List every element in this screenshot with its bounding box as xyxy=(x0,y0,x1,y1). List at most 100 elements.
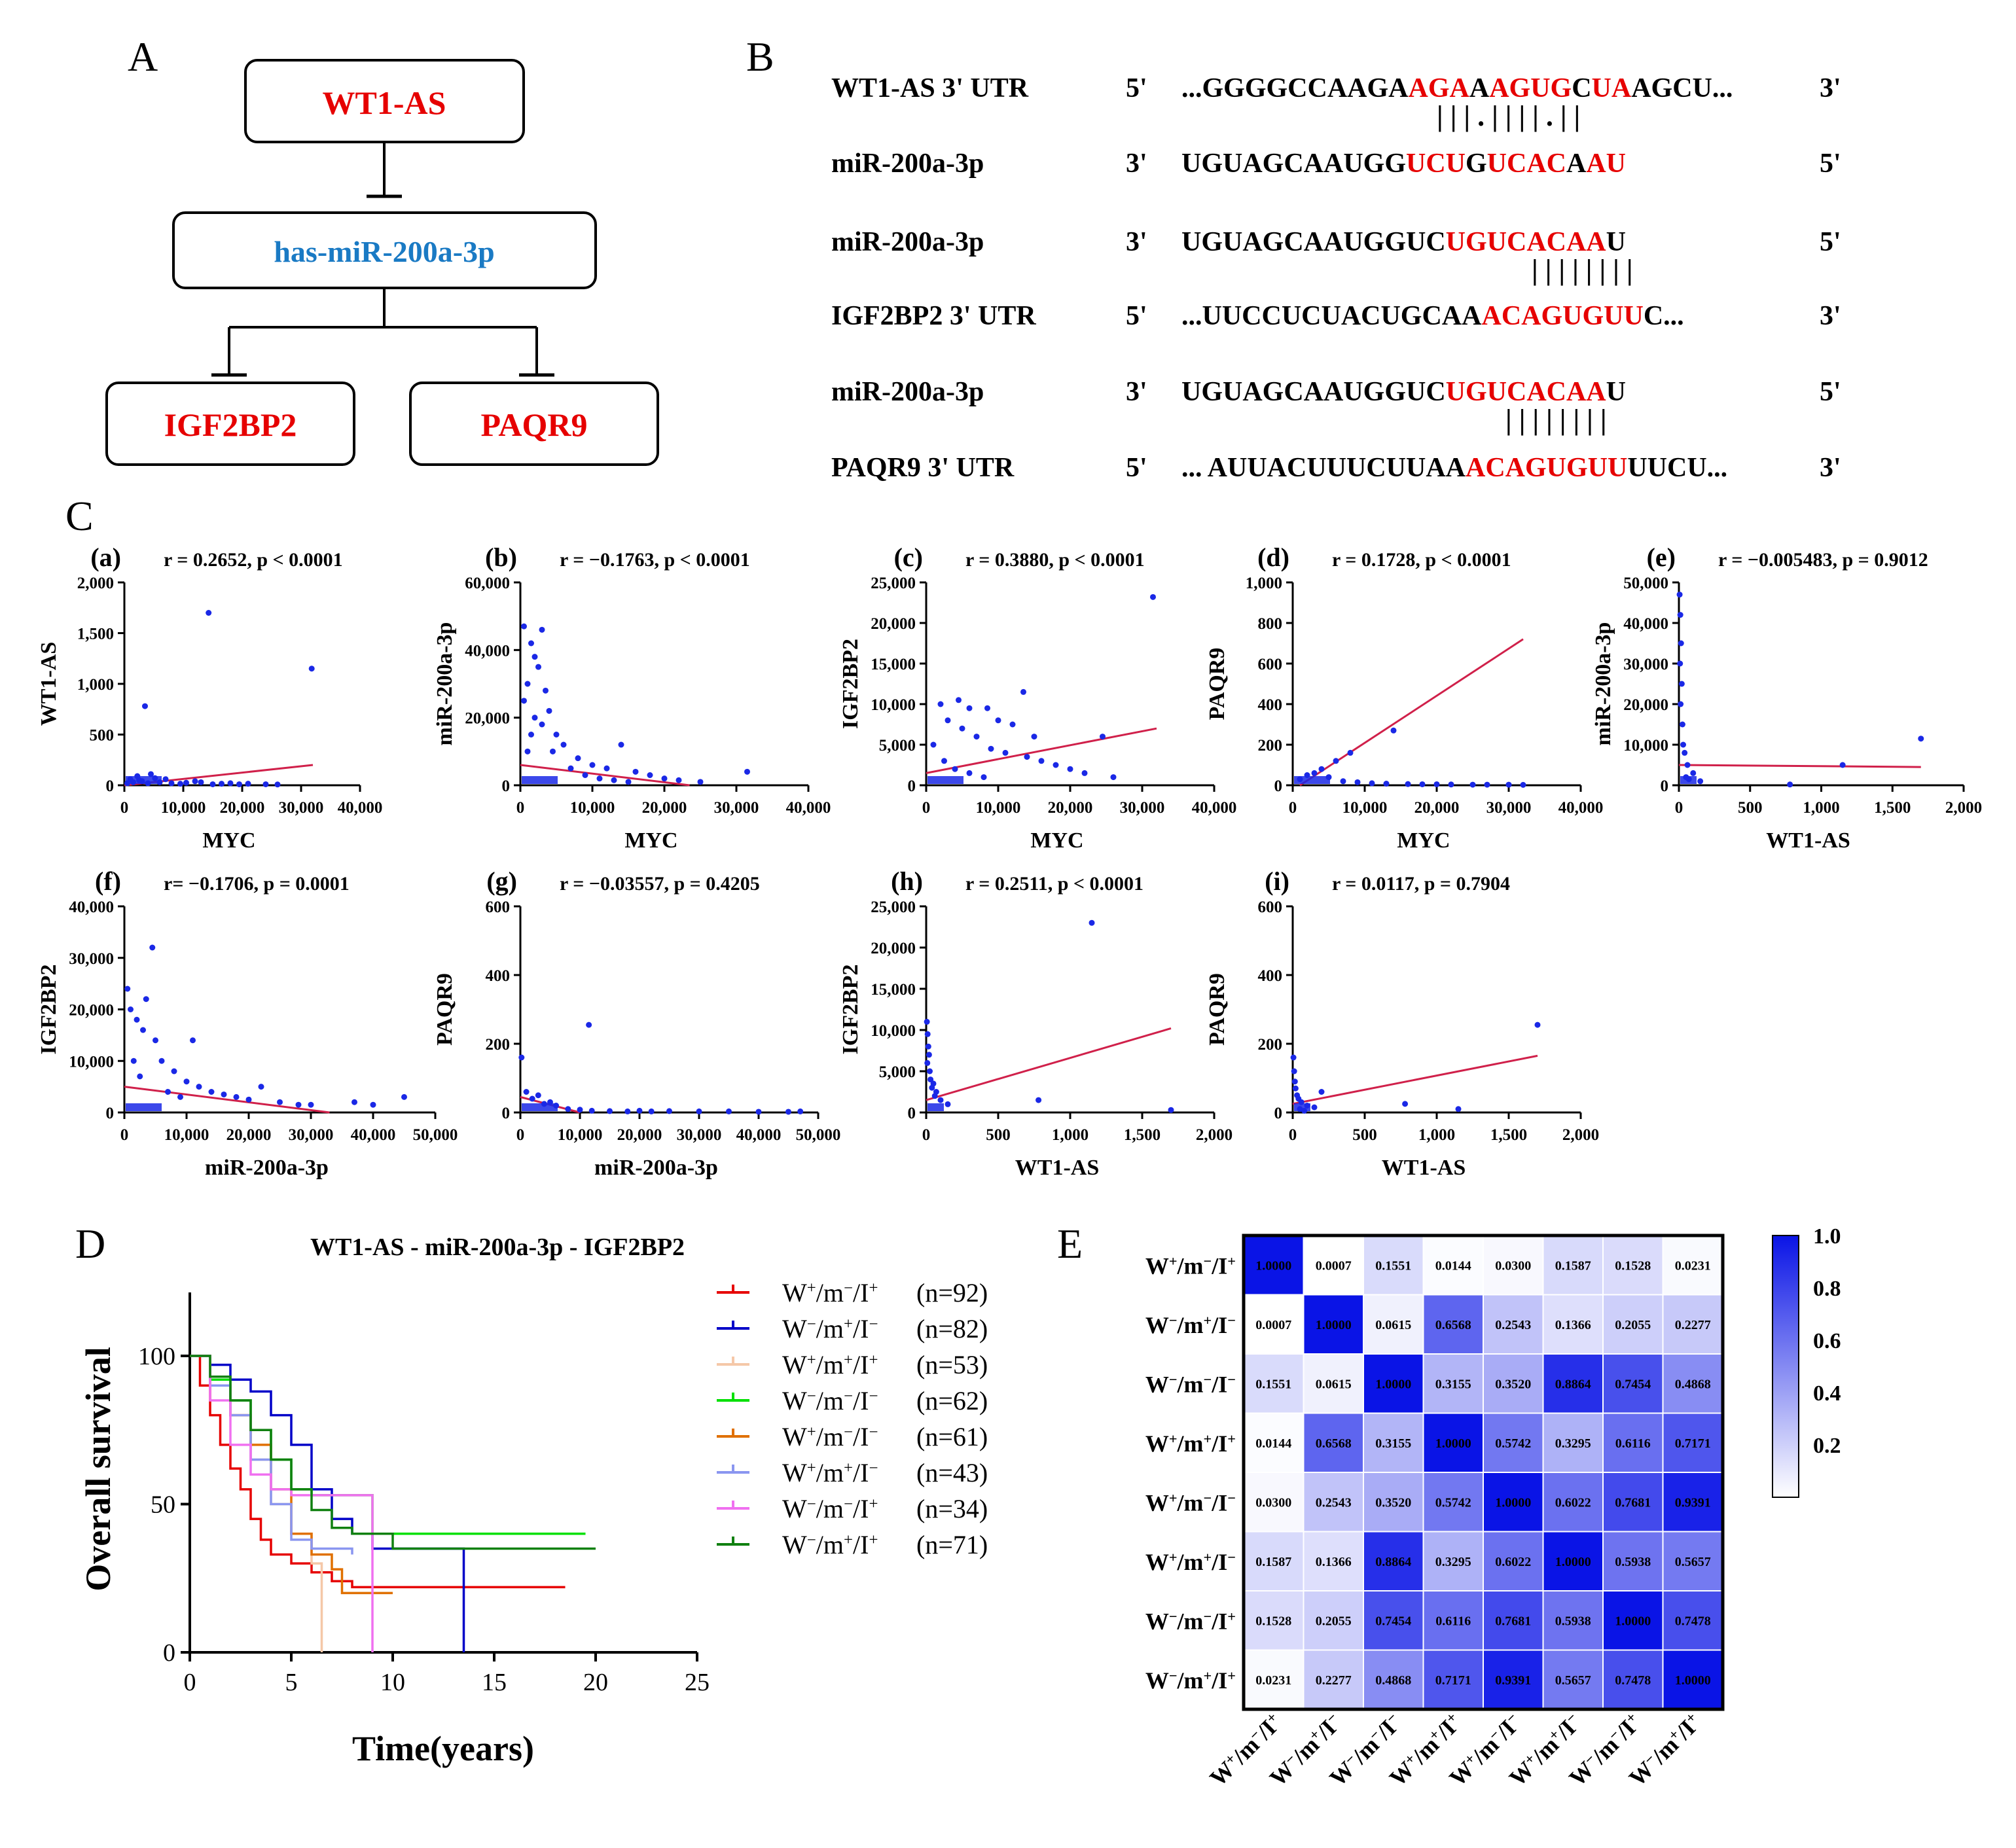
regression-line xyxy=(926,1027,1172,1101)
y-tick-label: 40,000 xyxy=(465,642,510,660)
scatter-point xyxy=(308,666,315,672)
x-axis-label: Time(years) xyxy=(352,1729,534,1768)
heatmap-cell-value: 0.7478 xyxy=(1675,1614,1711,1628)
x-tick-label: 2,000 xyxy=(1562,1126,1599,1144)
point-cluster xyxy=(522,776,558,784)
scatter-point xyxy=(952,766,958,772)
panel-letter-a: A xyxy=(128,33,158,80)
x-tick-label: 0 xyxy=(922,1126,931,1144)
scatter-point xyxy=(930,741,937,748)
point-cluster xyxy=(126,1103,162,1111)
heatmap-cell-value: 0.9391 xyxy=(1675,1495,1711,1510)
heatmap-cell-value: 0.1366 xyxy=(1555,1318,1591,1332)
y-tick-label: 20,000 xyxy=(465,710,510,728)
heatmap-cell xyxy=(1243,1412,1305,1473)
scatter-point xyxy=(1685,776,1692,783)
heatmap-cell-value: 0.0300 xyxy=(1495,1258,1531,1273)
sequence-segment: C xyxy=(1572,73,1591,103)
scatter-point xyxy=(528,732,534,737)
scatter-point xyxy=(236,781,242,787)
heatmap-cell xyxy=(1662,1649,1723,1710)
correlation-stat: r = 0.2511, p < 0.0001 xyxy=(965,873,1143,895)
scatter-point xyxy=(785,1109,791,1115)
base-pair-match: | | | | | | | | xyxy=(1505,404,1607,436)
subpanel-label: (b) xyxy=(485,542,517,572)
regression-line xyxy=(124,1086,330,1114)
x-tick-label: 10 xyxy=(380,1669,405,1696)
heatmap-cell-value: 0.0007 xyxy=(1316,1258,1352,1273)
node-label-mir: has-miR-200a-3p xyxy=(274,235,494,268)
x-tick-label: 30,000 xyxy=(677,1126,722,1144)
panel-a-diagram: WT1-AS has-miR-200a-3p IGF2BP2 PAQR9 xyxy=(105,59,659,466)
scatter-point xyxy=(277,1099,283,1105)
heatmap-cell-value: 0.9391 xyxy=(1495,1673,1531,1688)
row-label: W−/m−/I+ xyxy=(1145,1608,1236,1635)
scatter-point xyxy=(128,1006,134,1012)
scatter-point xyxy=(1677,660,1683,667)
sequence-text: UGUAGCAAUGGUCUGUCACAAU xyxy=(1181,227,1626,257)
sequence-end-left: 3' xyxy=(1126,377,1147,407)
heatmap-cell xyxy=(1602,1590,1664,1651)
sequence-end-right: 5' xyxy=(1820,377,1841,407)
sequence-name: WT1-AS 3' UTR xyxy=(831,73,1029,103)
heatmap-cell-value: 1.0000 xyxy=(1375,1377,1411,1391)
heatmap-cell xyxy=(1303,1472,1364,1533)
scatter-point xyxy=(206,610,212,616)
scatter-point xyxy=(632,768,639,775)
colorbar-tick-label: 0.8 xyxy=(1813,1277,1841,1301)
row-label: W−/m+/I+ xyxy=(1145,1667,1236,1694)
x-tick-label: 1,000 xyxy=(1803,799,1839,817)
heatmap-cell-value: 0.3155 xyxy=(1375,1436,1411,1451)
sequence-name: miR-200a-3p xyxy=(831,149,984,179)
x-axis-label: WT1-AS xyxy=(1015,1156,1099,1180)
heatmap-cell xyxy=(1363,1353,1424,1414)
scatter-point xyxy=(797,1108,804,1114)
scatter-point xyxy=(192,778,198,785)
heatmap-cell-value: 1.0000 xyxy=(1495,1495,1531,1510)
subpanel-label: (d) xyxy=(1257,542,1289,572)
scatter-point xyxy=(136,777,142,783)
heatmap-cell-value: 0.5657 xyxy=(1555,1673,1591,1688)
sequence-text: ...GGGGCCAAGAAGAAAGUGCUAAGCU... xyxy=(1181,73,1733,103)
heatmap-cell xyxy=(1602,1649,1664,1710)
x-tick-label: 20,000 xyxy=(220,799,265,817)
scatter-point xyxy=(1304,1103,1310,1109)
scatter-point xyxy=(1290,1054,1297,1061)
scatter-point xyxy=(177,781,183,787)
scatter-point xyxy=(295,1101,302,1108)
heatmap-cell-value: 0.8864 xyxy=(1375,1555,1411,1569)
scatter-point xyxy=(152,775,158,781)
y-tick-label: 1,500 xyxy=(77,626,114,643)
heatmap-cell xyxy=(1662,1353,1723,1414)
scatter-point xyxy=(1680,741,1687,748)
heatmap-cell-value: 0.1551 xyxy=(1375,1258,1411,1273)
sequence-segment: AGCU... xyxy=(1631,73,1733,103)
sequence-segment: UCU xyxy=(1406,149,1466,179)
scatter-point xyxy=(124,780,130,787)
y-axis-label: IGF2BP2 xyxy=(37,965,61,1055)
heatmap-cell-value: 0.5742 xyxy=(1435,1495,1471,1510)
sequence-segment: U xyxy=(1606,377,1626,407)
y-tick-label: 0 xyxy=(1274,1105,1283,1122)
scatter-point xyxy=(1354,779,1361,785)
heatmap-cell-value: 0.3520 xyxy=(1495,1377,1531,1391)
y-tick-label: 200 xyxy=(1258,737,1283,755)
x-tick-label: 0 xyxy=(120,1126,129,1144)
y-axis-label: IGF2BP2 xyxy=(838,639,863,729)
y-tick-label: 500 xyxy=(90,727,115,745)
x-axis-label: miR-200a-3p xyxy=(594,1156,718,1180)
scatter-point xyxy=(1469,781,1476,788)
scatter-point xyxy=(1301,1107,1308,1114)
heatmap-cell-value: 0.0144 xyxy=(1255,1436,1291,1451)
scatter-point xyxy=(582,772,588,778)
y-axis-label: WT1-AS xyxy=(37,642,61,726)
scatter-point xyxy=(543,687,549,694)
colorbar-tick-label: 0.6 xyxy=(1813,1329,1841,1353)
scatter-point xyxy=(140,1027,146,1033)
base-pair-match: | | | . | | | | . | | xyxy=(1437,100,1580,132)
heatmap-cell-value: 0.1528 xyxy=(1615,1258,1651,1273)
scatter-point xyxy=(988,745,994,752)
x-tick-label: 0 xyxy=(516,799,525,817)
scatter-point xyxy=(258,1084,264,1090)
correlation-stat: r = 0.0117, p = 0.7904 xyxy=(1332,873,1510,895)
